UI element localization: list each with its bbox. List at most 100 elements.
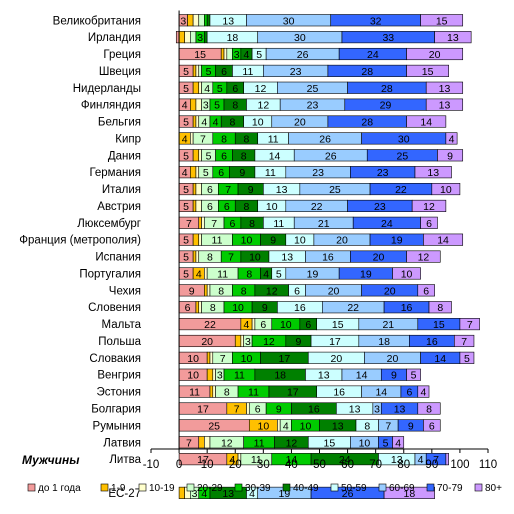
data-label: 6: [221, 150, 227, 162]
bar-segment: [206, 351, 211, 364]
bar-segment: [198, 301, 202, 314]
bar-segment: [251, 318, 256, 331]
data-label: 4: [244, 319, 250, 331]
data-label: 22: [347, 302, 359, 314]
data-label: 14: [286, 454, 298, 466]
data-label: 29: [380, 100, 392, 112]
data-label: 15: [332, 319, 344, 331]
bar-segment: [198, 216, 202, 229]
bar-segment: [459, 351, 475, 364]
bar-segment: [192, 64, 197, 77]
bar-segment: [198, 64, 202, 77]
bar-segment: [392, 267, 421, 280]
data-label: 11: [251, 454, 262, 466]
data-label: 25: [208, 420, 220, 432]
bar-segment: [206, 284, 211, 297]
category-label: ЕС-27: [108, 488, 141, 500]
data-label: 16: [308, 403, 320, 415]
legend-swatch: [100, 483, 109, 492]
data-label: 14: [420, 117, 432, 129]
data-label: 15: [194, 49, 206, 61]
data-label: 6: [305, 319, 311, 331]
data-label: 17: [197, 403, 209, 415]
bar-segment: [425, 98, 464, 111]
data-label: 5: [183, 117, 189, 129]
data-label: 10: [294, 235, 306, 247]
bar-segment: [195, 115, 200, 128]
category-label: Ирландия: [88, 32, 141, 44]
bar-segment: [195, 64, 200, 77]
bar-segment: [201, 216, 205, 229]
data-label: 14: [356, 370, 368, 382]
data-label: 16: [426, 336, 438, 348]
data-label: 30: [294, 32, 306, 44]
data-label: 10: [241, 235, 253, 247]
data-label: 12: [266, 285, 278, 297]
data-label: 10: [401, 268, 413, 280]
data-label: 4: [230, 454, 236, 466]
data-label: 19: [279, 488, 291, 500]
data-label: 12: [423, 201, 435, 213]
data-label: 11: [273, 218, 284, 230]
legend-swatch: [474, 483, 483, 492]
category-label: Болгария: [91, 403, 141, 415]
category-label: Нидерланды: [73, 83, 141, 95]
bar-segment: [406, 250, 441, 263]
data-label: 5: [276, 268, 282, 280]
data-label: 23: [312, 167, 324, 179]
bar-segment: [445, 132, 458, 145]
data-label: 7: [225, 184, 231, 196]
category-label: Румыния: [93, 420, 141, 432]
data-label: 11: [234, 370, 245, 382]
bar-segment: [423, 419, 441, 432]
category-label: Бельгия: [98, 117, 141, 129]
bar-segment: [192, 183, 197, 196]
data-label: 10: [187, 370, 199, 382]
data-label: 7: [200, 133, 206, 145]
data-label: 16: [401, 302, 413, 314]
data-label: 13: [222, 488, 234, 500]
bar-segment: [428, 301, 452, 314]
data-label: 10: [280, 319, 292, 331]
bar-segment: [190, 98, 197, 111]
data-label: 5: [383, 437, 389, 449]
data-label: 8: [230, 117, 236, 129]
data-label: 4: [244, 49, 250, 61]
data-label: 16: [333, 387, 345, 399]
data-label: 13: [318, 370, 330, 382]
data-label: 15: [323, 437, 335, 449]
data-label: 9: [296, 336, 302, 348]
data-label: 8: [426, 403, 432, 415]
bar-segment: [423, 233, 464, 246]
data-label: 6: [294, 285, 300, 297]
data-label: 4: [249, 488, 255, 500]
bar-segment: [195, 183, 202, 196]
data-label: 19: [391, 235, 403, 247]
data-label: 5: [183, 252, 189, 264]
data-label: 5: [217, 83, 223, 95]
bar-segment: [195, 98, 202, 111]
data-label: 6: [218, 167, 224, 179]
data-label: 10: [232, 302, 244, 314]
legend-swatch: [138, 483, 147, 492]
data-label: 10: [300, 420, 312, 432]
data-label: 4: [263, 268, 269, 280]
data-label: 13: [332, 420, 344, 432]
data-label: 14: [375, 387, 387, 399]
category-label: Кипр: [115, 133, 141, 145]
bar-segment: [206, 368, 214, 381]
bar-segment: [406, 115, 447, 128]
data-label: 9: [270, 235, 276, 247]
data-label: 20: [336, 235, 348, 247]
data-label: 4: [204, 83, 210, 95]
data-label: 4: [420, 387, 426, 399]
data-label: 4: [182, 133, 188, 145]
data-label: 20: [387, 353, 399, 365]
data-label: 8: [232, 100, 238, 112]
bar-segment: [178, 31, 185, 44]
category-label: Германия: [89, 167, 141, 179]
data-label: 3: [234, 49, 240, 61]
bar-segment: [192, 115, 197, 128]
legend-label: 10-19: [149, 483, 175, 494]
